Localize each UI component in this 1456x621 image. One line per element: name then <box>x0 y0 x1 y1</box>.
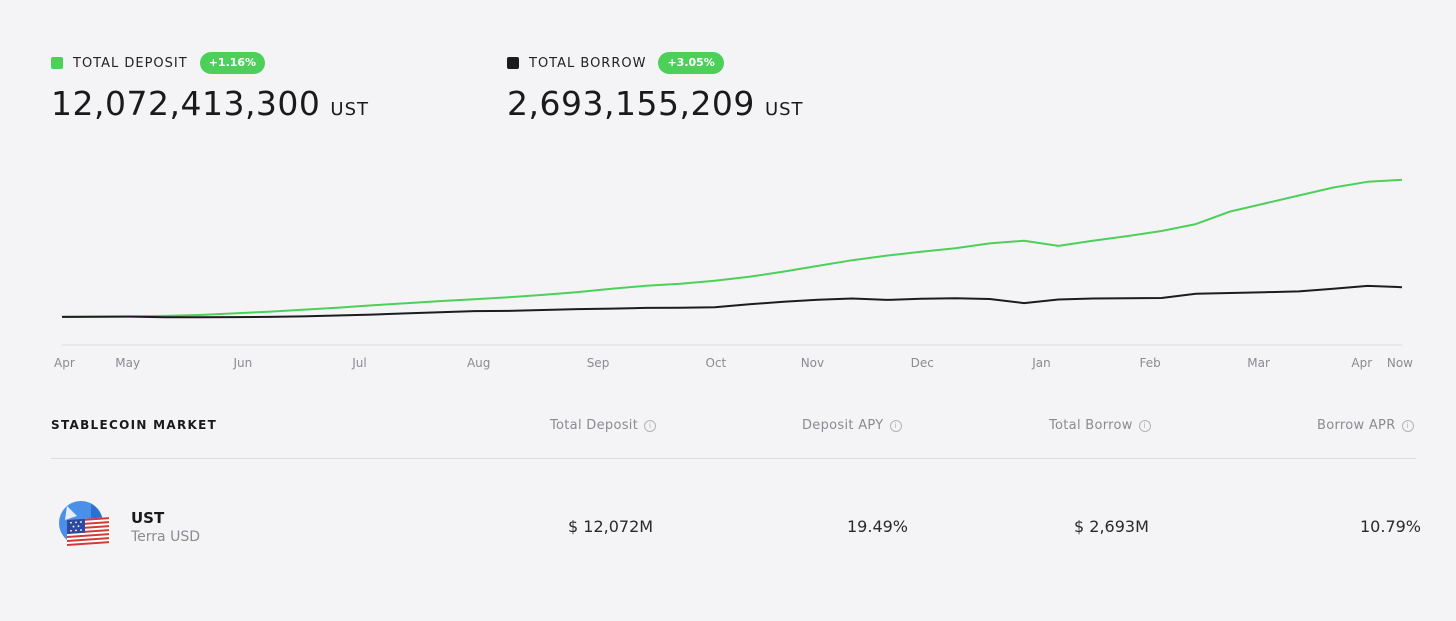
cell-total-borrow: $ 2,693M <box>1074 517 1149 536</box>
coin-name: Terra USD <box>131 529 200 545</box>
ust-flag-icon <box>59 501 109 546</box>
market-row-ust[interactable]: UST Terra USD $ 12,072M 19.49% $ 2,693M … <box>51 496 1421 556</box>
col-total-borrow-label: Total Borrow <box>1049 418 1133 433</box>
col-total-borrow[interactable]: Total Borrow i <box>1049 418 1151 433</box>
x-tick-label: Mar <box>1247 356 1270 370</box>
x-tick-label: Apr <box>1351 356 1372 370</box>
x-tick-label: Aug <box>467 356 490 370</box>
borrow-change-badge: +3.05% <box>658 52 724 74</box>
x-tick-label: Feb <box>1139 356 1160 370</box>
info-icon[interactable]: i <box>889 419 902 432</box>
total-deposit-value: 12,072,413,300 <box>51 84 321 123</box>
total-borrow-header: TOTAL BORROW +3.05% <box>507 52 804 74</box>
table-divider <box>51 458 1416 459</box>
total-borrow-stat: TOTAL BORROW +3.05% 2,693,155,209 UST <box>507 52 804 123</box>
info-icon[interactable]: i <box>644 419 657 432</box>
x-tick-label: Nov <box>801 356 824 370</box>
deposit-series-line <box>61 178 1403 318</box>
x-tick-label: Sep <box>587 356 610 370</box>
col-borrow-apr-label: Borrow APR <box>1317 418 1396 433</box>
borrow-series-line <box>61 284 1403 319</box>
borrow-legend-swatch <box>507 57 519 69</box>
col-deposit-apy-label: Deposit APY <box>802 418 884 433</box>
total-deposit-label: TOTAL DEPOSIT <box>73 55 188 71</box>
x-tick-label: Jul <box>351 356 366 370</box>
x-tick-label: Apr <box>54 356 75 370</box>
total-borrow-value: 2,693,155,209 <box>507 84 755 123</box>
col-borrow-apr[interactable]: Borrow APR i <box>1317 418 1414 433</box>
x-tick-label: Jan <box>1031 356 1051 370</box>
x-tick-label: Oct <box>706 356 727 370</box>
total-deposit-unit: UST <box>330 99 370 120</box>
total-deposit-stat: TOTAL DEPOSIT +1.16% 12,072,413,300 UST <box>51 52 369 123</box>
info-icon[interactable]: i <box>1401 419 1414 432</box>
total-borrow-label: TOTAL BORROW <box>529 55 647 71</box>
market-title: STABLECOIN MARKET <box>51 418 218 432</box>
cell-borrow-apr: 10.79% <box>1360 517 1422 536</box>
col-deposit-apy[interactable]: Deposit APY i <box>802 418 902 433</box>
col-total-deposit-label: Total Deposit <box>550 418 639 433</box>
cell-total-deposit: $ 12,072M <box>568 517 654 536</box>
cell-deposit-apy: 19.49% <box>847 517 909 536</box>
deposit-borrow-chart[interactable]: Apr May Jun Jul Aug Sep Oct Nov Dec Jan Feb Mar Apr N… <box>0 140 1456 380</box>
x-tick-label: May <box>115 356 140 370</box>
x-tick-label: Now <box>1387 356 1413 370</box>
x-tick-label: Jun <box>233 356 253 370</box>
coin-symbol: UST <box>131 509 165 527</box>
info-icon[interactable]: i <box>1138 419 1151 432</box>
total-borrow-unit: UST <box>764 99 804 120</box>
deposit-legend-swatch <box>51 57 63 69</box>
total-deposit-header: TOTAL DEPOSIT +1.16% <box>51 52 369 74</box>
total-deposit-value-row: 12,072,413,300 UST <box>51 84 369 123</box>
deposit-change-badge: +1.16% <box>199 52 266 74</box>
total-borrow-value-row: 2,693,155,209 UST <box>507 84 804 123</box>
market-table-header: STABLECOIN MARKET Total Deposit i Deposi… <box>51 418 1416 438</box>
x-tick-label: Dec <box>911 356 934 370</box>
col-total-deposit[interactable]: Total Deposit i <box>550 418 657 433</box>
